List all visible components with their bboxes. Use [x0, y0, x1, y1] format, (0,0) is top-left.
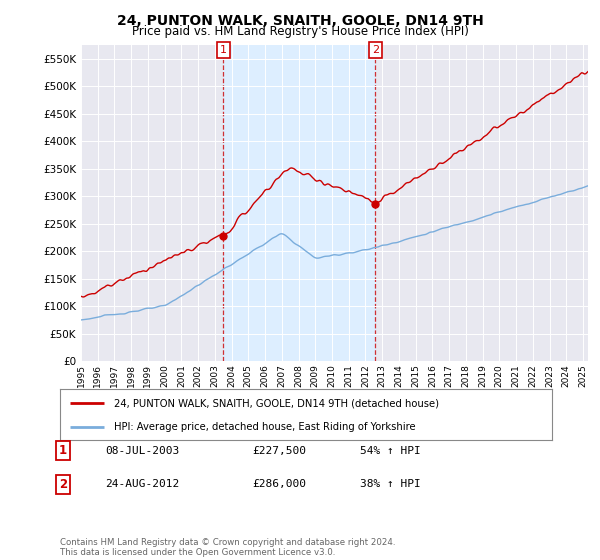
Text: 1: 1 — [220, 45, 227, 55]
Bar — [223, 45, 375, 361]
Text: 54% ↑ HPI: 54% ↑ HPI — [360, 446, 421, 456]
Text: 08-JUL-2003: 08-JUL-2003 — [105, 446, 179, 456]
Text: Price paid vs. HM Land Registry's House Price Index (HPI): Price paid vs. HM Land Registry's House … — [131, 25, 469, 38]
Text: 24, PUNTON WALK, SNAITH, GOOLE, DN14 9TH: 24, PUNTON WALK, SNAITH, GOOLE, DN14 9TH — [116, 14, 484, 28]
Text: 2: 2 — [59, 478, 67, 491]
Text: Contains HM Land Registry data © Crown copyright and database right 2024.
This d: Contains HM Land Registry data © Crown c… — [60, 538, 395, 557]
Text: 2: 2 — [371, 45, 379, 55]
Text: £227,500: £227,500 — [252, 446, 306, 456]
Text: 38% ↑ HPI: 38% ↑ HPI — [360, 479, 421, 489]
Text: 24-AUG-2012: 24-AUG-2012 — [105, 479, 179, 489]
Text: 1: 1 — [59, 444, 67, 458]
Text: 24, PUNTON WALK, SNAITH, GOOLE, DN14 9TH (detached house): 24, PUNTON WALK, SNAITH, GOOLE, DN14 9TH… — [114, 398, 439, 408]
Text: HPI: Average price, detached house, East Riding of Yorkshire: HPI: Average price, detached house, East… — [114, 422, 416, 432]
Text: £286,000: £286,000 — [252, 479, 306, 489]
